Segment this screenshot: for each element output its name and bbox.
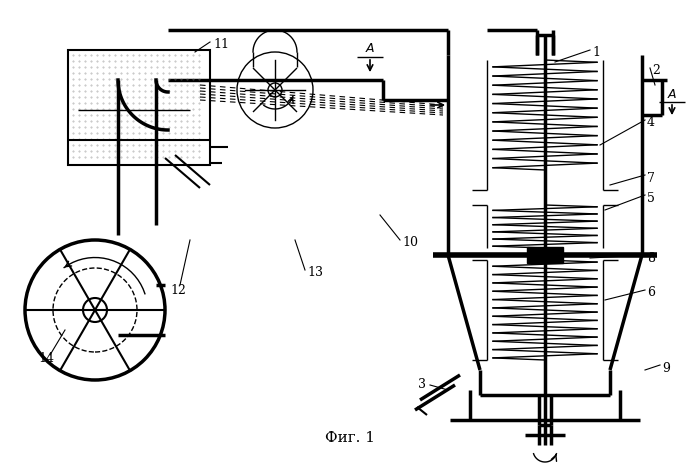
Text: 11: 11 bbox=[213, 38, 229, 50]
Text: А: А bbox=[366, 42, 374, 55]
Text: 1: 1 bbox=[592, 46, 600, 60]
Text: 4: 4 bbox=[647, 117, 655, 130]
Text: 8: 8 bbox=[647, 251, 655, 264]
Text: 2: 2 bbox=[652, 63, 660, 76]
Text: 7: 7 bbox=[647, 171, 655, 184]
Circle shape bbox=[268, 83, 282, 97]
Bar bbox=[527, 247, 563, 263]
Text: 10: 10 bbox=[402, 237, 418, 250]
Text: 3: 3 bbox=[418, 378, 426, 392]
Text: 6: 6 bbox=[647, 287, 655, 300]
Text: 14: 14 bbox=[38, 351, 54, 364]
Text: 13: 13 bbox=[307, 267, 323, 280]
Text: 5: 5 bbox=[647, 192, 655, 205]
Text: А: А bbox=[668, 88, 676, 101]
Text: Фиг. 1: Фиг. 1 bbox=[325, 431, 375, 445]
Text: 9: 9 bbox=[662, 362, 670, 375]
Bar bbox=[68, 50, 210, 165]
Circle shape bbox=[83, 298, 107, 322]
Text: 12: 12 bbox=[170, 283, 186, 296]
